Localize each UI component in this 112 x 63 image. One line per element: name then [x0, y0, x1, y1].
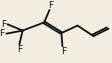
- Text: F: F: [48, 1, 53, 10]
- Text: F: F: [0, 29, 5, 38]
- Text: F: F: [61, 47, 66, 56]
- Text: F: F: [17, 45, 22, 54]
- Text: F: F: [1, 20, 6, 29]
